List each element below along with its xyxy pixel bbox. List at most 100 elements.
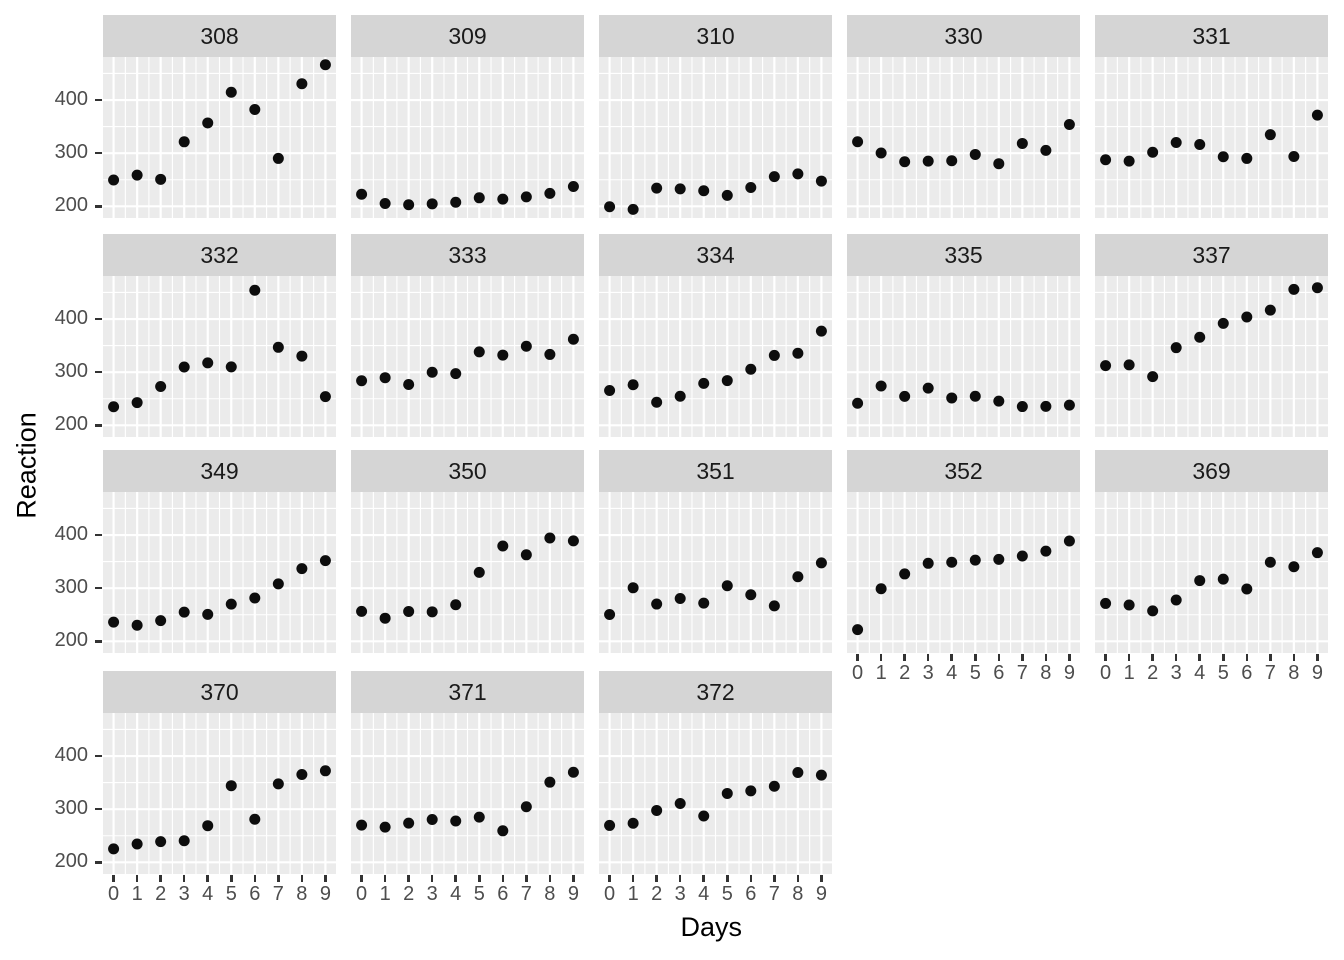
data-point xyxy=(178,835,190,847)
x-tick-label: 0 xyxy=(1100,662,1112,684)
x-tick-mark xyxy=(655,875,658,882)
facet-panel-309 xyxy=(351,57,584,218)
x-tick-mark xyxy=(1104,654,1107,661)
data-point xyxy=(225,86,237,98)
data-point xyxy=(356,188,368,200)
x-tick-label: 3 xyxy=(674,883,686,905)
data-point xyxy=(852,397,864,409)
x-tick-label: 3 xyxy=(922,662,934,684)
facet-panel-351 xyxy=(599,492,832,653)
x-tick-label: 5 xyxy=(721,883,733,905)
data-point xyxy=(969,390,981,402)
data-point xyxy=(1100,360,1112,372)
y-tick-mark xyxy=(95,807,102,811)
data-point xyxy=(627,203,639,215)
data-point xyxy=(131,397,143,409)
data-point xyxy=(1040,545,1052,557)
y-tick-mark xyxy=(95,861,102,864)
x-tick-label: 7 xyxy=(768,883,780,905)
data-point xyxy=(544,348,556,360)
x-tick-label: 1 xyxy=(1123,662,1135,684)
facet-panel-337 xyxy=(1095,276,1328,437)
data-point xyxy=(1311,282,1323,294)
x-tick-mark xyxy=(1316,654,1319,661)
data-point xyxy=(1123,599,1135,611)
data-point xyxy=(1040,400,1052,412)
x-tick-mark xyxy=(300,875,304,882)
data-point xyxy=(155,173,167,185)
facet-panel-333 xyxy=(351,276,584,437)
x-tick-label: 8 xyxy=(792,883,804,905)
x-tick-label: 4 xyxy=(1194,662,1206,684)
x-tick-mark xyxy=(702,875,705,882)
strip-label: 372 xyxy=(696,678,735,705)
data-point xyxy=(319,555,331,567)
facet-panel-332 xyxy=(103,276,336,437)
x-tick-mark xyxy=(1174,654,1178,661)
data-point xyxy=(1147,605,1159,617)
data-point xyxy=(450,368,462,380)
data-point xyxy=(249,592,261,604)
panel-strip: 310 xyxy=(599,15,832,57)
data-point xyxy=(674,183,686,195)
panel-strip: 331 xyxy=(1095,15,1328,57)
y-tick-label: 400 xyxy=(54,307,88,330)
strip-label: 370 xyxy=(200,678,239,705)
x-tick-label: 9 xyxy=(815,883,827,905)
data-point xyxy=(1123,359,1135,371)
data-point xyxy=(946,392,958,404)
data-point xyxy=(721,189,733,201)
x-tick-label: 8 xyxy=(1040,662,1052,684)
data-point xyxy=(225,598,237,610)
x-tick-mark xyxy=(608,875,611,882)
x-tick-mark xyxy=(277,875,280,882)
data-point xyxy=(1311,109,1323,121)
facet-panel-369 xyxy=(1095,492,1328,653)
x-tick-label: 6 xyxy=(745,883,757,905)
data-point xyxy=(745,182,757,194)
data-point xyxy=(567,535,579,547)
data-point xyxy=(768,780,780,792)
data-point xyxy=(1147,371,1159,383)
facet-panel-330 xyxy=(847,57,1080,218)
data-point xyxy=(674,390,686,402)
data-point xyxy=(520,801,532,813)
facet-panel-370 xyxy=(103,713,336,874)
data-point xyxy=(426,366,438,378)
y-tick-label: 400 xyxy=(54,523,88,546)
data-point xyxy=(544,532,556,544)
x-tick-label: 8 xyxy=(296,883,308,905)
data-point xyxy=(272,152,284,164)
data-point xyxy=(131,838,143,850)
data-point xyxy=(815,557,827,569)
data-point xyxy=(403,817,415,829)
data-point xyxy=(567,766,579,778)
data-point xyxy=(698,377,710,389)
y-tick-label: 400 xyxy=(54,88,88,111)
data-point xyxy=(497,825,509,837)
strip-label: 334 xyxy=(696,241,735,268)
data-point xyxy=(202,608,214,620)
x-tick-mark xyxy=(501,875,505,882)
data-point xyxy=(379,821,391,833)
x-tick-mark xyxy=(430,875,434,882)
panel-strip: 335 xyxy=(847,234,1080,276)
data-point xyxy=(567,333,579,345)
data-point xyxy=(249,813,261,825)
x-tick-label: 6 xyxy=(497,883,509,905)
data-point xyxy=(651,182,663,194)
x-tick-label: 4 xyxy=(450,883,462,905)
data-point xyxy=(379,197,391,209)
data-point xyxy=(1241,583,1253,595)
x-tick-label: 7 xyxy=(272,883,284,905)
data-point xyxy=(745,589,757,601)
data-point xyxy=(1016,550,1028,562)
x-tick-label: 0 xyxy=(604,883,616,905)
panel-strip: 351 xyxy=(599,450,832,492)
data-point xyxy=(651,396,663,408)
data-point xyxy=(356,819,368,831)
x-tick-mark xyxy=(796,875,800,882)
x-tick-label: 2 xyxy=(899,662,911,684)
strip-label: 309 xyxy=(448,22,487,49)
x-tick-mark xyxy=(1068,654,1071,661)
